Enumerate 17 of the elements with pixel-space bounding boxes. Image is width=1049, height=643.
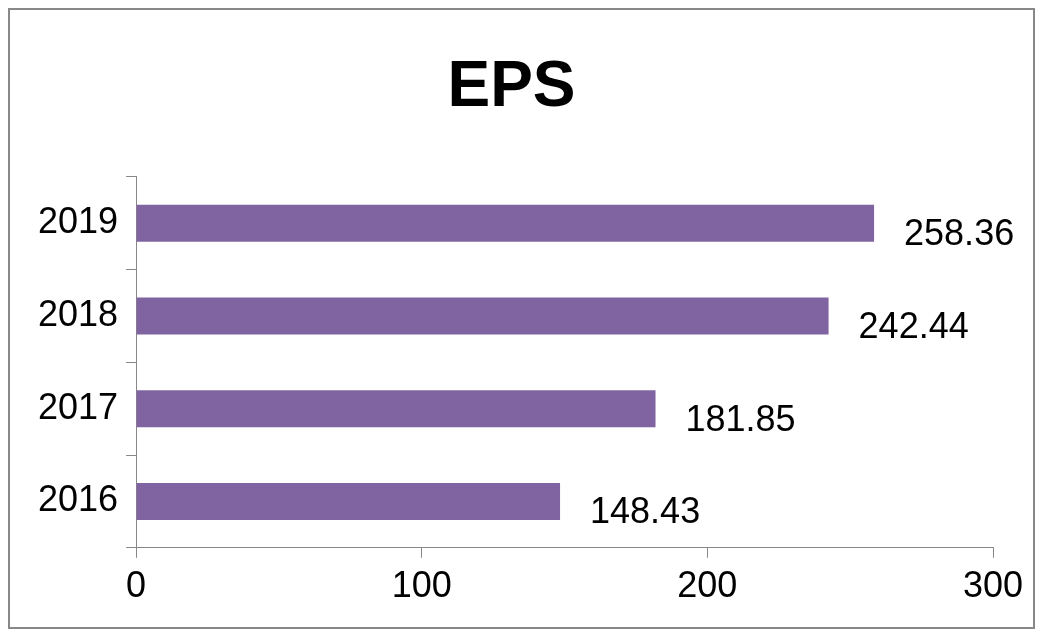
- bar: [136, 390, 656, 428]
- bar: [136, 482, 561, 520]
- data-label: 242.44: [858, 304, 969, 346]
- bar: [136, 204, 875, 242]
- x-tick-label: 0: [126, 564, 147, 606]
- y-tick-label: 2016: [37, 478, 119, 520]
- data-label: 181.85: [685, 397, 796, 439]
- y-tick-label: 2017: [37, 385, 119, 427]
- data-label: 148.43: [590, 490, 701, 532]
- x-tick-label: 100: [391, 564, 452, 606]
- y-tick-label: 2019: [37, 200, 119, 242]
- chart-title: EPS: [447, 48, 576, 121]
- x-tick-label: 200: [677, 564, 738, 606]
- y-tick-label: 2018: [37, 292, 119, 334]
- x-tick-label: 300: [962, 564, 1024, 606]
- data-label: 258.36: [904, 212, 1015, 254]
- bar: [136, 297, 829, 335]
